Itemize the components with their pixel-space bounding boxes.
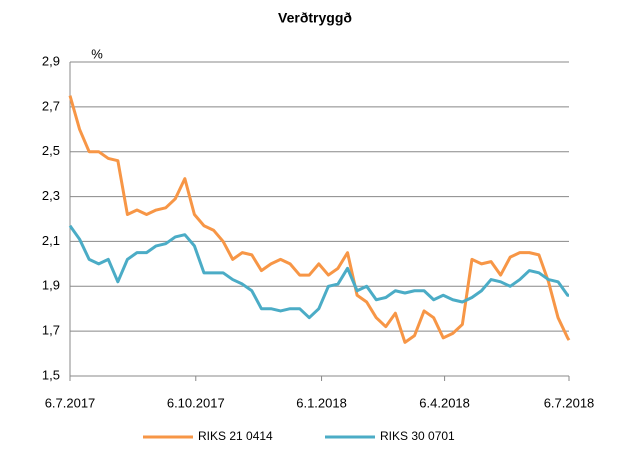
y-tick-label: 2,1 [42,233,60,248]
x-tick-label: 6.7.2018 [544,395,595,410]
y-tick-label: 1,7 [42,323,60,338]
y-tick-label: 2,5 [42,143,60,158]
series-line [68,95,571,344]
y-tick-label: 2,7 [42,98,60,113]
series-line [68,224,570,320]
x-tick-label: 6.4.2018 [419,395,470,410]
y-tick-label: 1,9 [42,278,60,293]
x-tick-label: 6.10.2017 [167,395,225,410]
y-tick-label: 2,3 [42,188,60,203]
x-tick-label: 6.1.2018 [296,395,347,410]
chart-title: Verðtryggð [278,10,352,26]
x-tick-label: 6.7.2017 [45,395,96,410]
legend-label: RIKS 30 0701 [380,429,455,443]
legend-label: RIKS 21 0414 [198,429,273,443]
y-unit: % [91,46,103,61]
y-tick-label: 1,5 [42,367,60,382]
y-tick-label: 2,9 [42,53,60,68]
